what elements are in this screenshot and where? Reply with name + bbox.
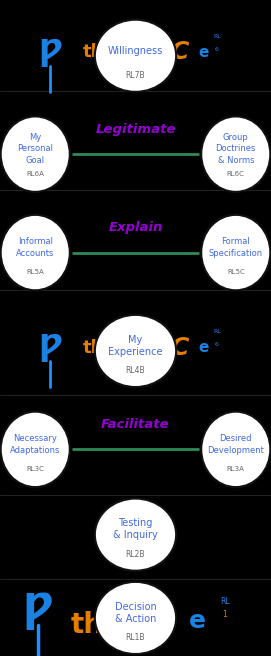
Text: Adaptations: Adaptations [10,445,60,455]
Text: Personal: Personal [17,144,53,154]
Text: RL3C: RL3C [26,466,44,472]
Text: th: th [70,611,103,638]
Text: RL: RL [213,33,221,39]
Text: e: e [198,340,208,355]
Text: C: C [144,607,170,642]
Text: Ƿ: Ƿ [38,333,62,362]
Text: Ƿ: Ƿ [38,38,62,67]
Ellipse shape [201,215,270,290]
Text: C: C [170,41,188,64]
Ellipse shape [95,20,176,92]
Ellipse shape [95,315,176,387]
Ellipse shape [95,582,176,654]
Text: Explain: Explain [108,221,163,234]
Ellipse shape [1,412,70,487]
Text: Accounts: Accounts [16,249,54,258]
Text: Legitimate: Legitimate [95,123,176,136]
Text: Formal: Formal [221,237,250,246]
Text: Specification: Specification [209,249,263,258]
Text: & Action: & Action [115,613,156,624]
Ellipse shape [95,499,176,571]
Text: & Norms: & Norms [218,156,254,165]
Text: Development: Development [207,445,264,455]
Text: My: My [128,335,143,345]
Text: Informal: Informal [18,237,53,246]
Text: e: e [189,609,206,633]
Text: RL: RL [220,597,230,606]
Text: Testing: Testing [118,518,153,529]
Text: RL7B: RL7B [126,71,145,80]
Text: Group: Group [223,133,249,142]
Ellipse shape [201,412,270,487]
Text: Facilitate: Facilitate [101,418,170,431]
Text: & Inquiry: & Inquiry [113,530,158,541]
Text: RL5C: RL5C [227,269,245,276]
Text: e: e [198,45,208,60]
Ellipse shape [1,116,70,192]
Text: 6: 6 [215,47,219,52]
Text: 1: 1 [222,610,227,619]
Text: My: My [29,133,41,142]
Ellipse shape [201,116,270,192]
Text: Decision: Decision [115,602,156,612]
Text: RL4B: RL4B [126,366,145,375]
Text: th: th [83,43,104,62]
Text: th: th [83,338,104,357]
Text: RL3A: RL3A [227,466,245,472]
Text: Doctrines: Doctrines [216,144,256,154]
Text: RL6C: RL6C [227,171,245,177]
Text: RL2B: RL2B [126,550,145,559]
Text: C: C [170,336,188,359]
Text: Goal: Goal [26,156,45,165]
Text: Ƿ: Ƿ [22,592,53,630]
Text: 6: 6 [215,342,219,347]
Text: RL1B: RL1B [126,633,145,642]
Ellipse shape [1,215,70,290]
Text: RL5A: RL5A [26,269,44,276]
Text: RL: RL [213,329,221,334]
Text: RL6A: RL6A [26,171,44,177]
Text: Desired: Desired [220,434,252,443]
Text: Necessary: Necessary [13,434,57,443]
Text: Willingness: Willingness [108,45,163,56]
Text: Experience: Experience [108,346,163,357]
